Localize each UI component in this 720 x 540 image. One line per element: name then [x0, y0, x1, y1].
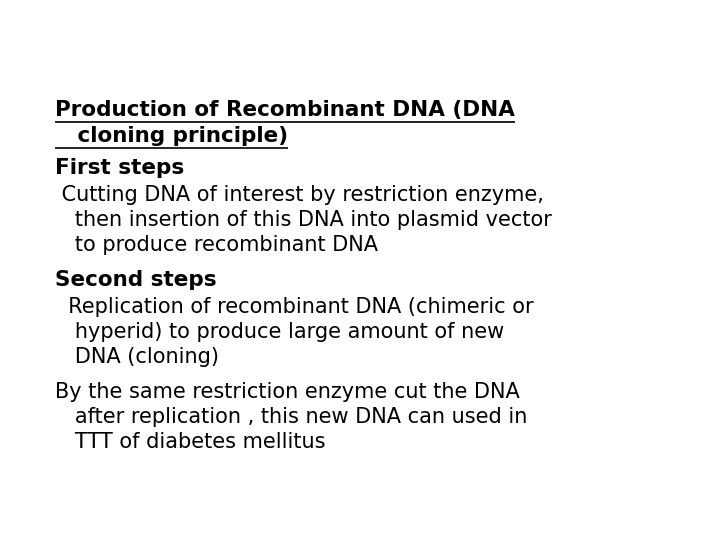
- Text: Second steps: Second steps: [55, 270, 217, 290]
- Text: hyperid) to produce large amount of new: hyperid) to produce large amount of new: [55, 322, 504, 342]
- Text: then insertion of this DNA into plasmid vector: then insertion of this DNA into plasmid …: [55, 210, 552, 230]
- Text: to produce recombinant DNA: to produce recombinant DNA: [55, 235, 378, 255]
- Text: after replication , this new DNA can used in: after replication , this new DNA can use…: [55, 407, 527, 427]
- Text: Production of Recombinant DNA (DNA: Production of Recombinant DNA (DNA: [55, 100, 515, 120]
- Text: cloning principle): cloning principle): [55, 126, 288, 146]
- Text: First steps: First steps: [55, 158, 184, 178]
- Text: TTT of diabetes mellitus: TTT of diabetes mellitus: [55, 432, 325, 452]
- Text: DNA (cloning): DNA (cloning): [55, 347, 219, 367]
- Text: Replication of recombinant DNA (chimeric or: Replication of recombinant DNA (chimeric…: [55, 297, 534, 317]
- Text: By the same restriction enzyme cut the DNA: By the same restriction enzyme cut the D…: [55, 382, 520, 402]
- Text: Cutting DNA of interest by restriction enzyme,: Cutting DNA of interest by restriction e…: [55, 185, 544, 205]
